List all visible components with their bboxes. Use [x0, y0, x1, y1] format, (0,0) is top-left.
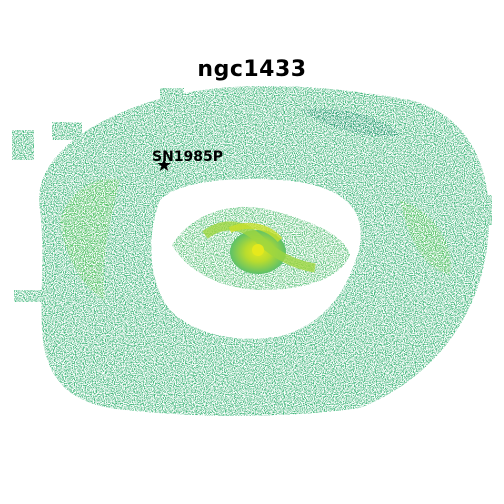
- supernova-label: SN1985P: [152, 149, 224, 165]
- image-title: ngc1433: [197, 57, 307, 82]
- galaxy-core: [202, 221, 316, 274]
- star-icon: ★: [156, 155, 173, 176]
